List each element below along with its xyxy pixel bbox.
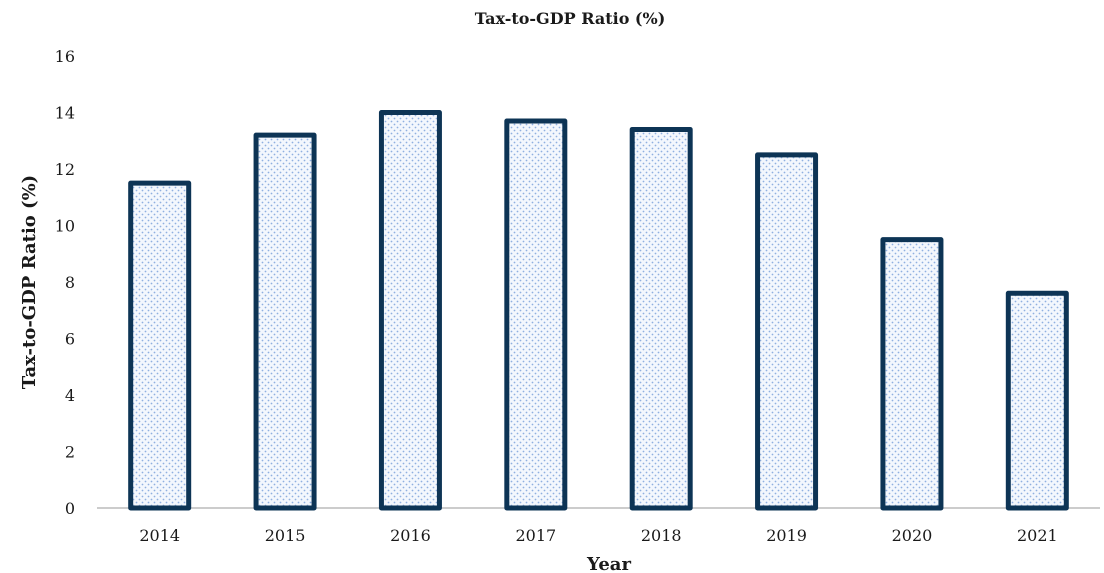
bar-2021 bbox=[1005, 290, 1069, 511]
x-tick-label: 2018 bbox=[641, 526, 682, 545]
y-tick-label: 8 bbox=[65, 273, 75, 292]
y-tick-label: 4 bbox=[65, 386, 75, 405]
chart-title: Tax-to-GDP Ratio (%) bbox=[475, 9, 666, 28]
x-tick-label: 2019 bbox=[766, 526, 807, 545]
x-axis-title: Year bbox=[586, 554, 631, 573]
x-tick-label: 2016 bbox=[390, 526, 431, 545]
bar-2016 bbox=[378, 110, 442, 511]
y-tick-label: 10 bbox=[55, 217, 75, 236]
y-tick-label: 6 bbox=[65, 330, 75, 349]
y-tick-label: 14 bbox=[55, 104, 75, 123]
x-axis-ticks: 2014 2015 2016 2017 2018 2019 2020 2021 bbox=[139, 526, 1057, 545]
x-tick-label: 2021 bbox=[1017, 526, 1058, 545]
bar-2020 bbox=[880, 237, 944, 511]
bar-2017 bbox=[504, 118, 568, 511]
y-axis-title: Tax-to-GDP Ratio (%) bbox=[19, 175, 40, 389]
bar-2014 bbox=[128, 180, 192, 511]
bar-2015 bbox=[253, 132, 317, 511]
x-tick-label: 2015 bbox=[265, 526, 306, 545]
y-tick-label: 0 bbox=[65, 499, 75, 518]
bars-group bbox=[128, 110, 1069, 511]
y-tick-label: 2 bbox=[65, 443, 75, 462]
y-tick-label: 16 bbox=[55, 47, 75, 66]
bar-2019 bbox=[755, 152, 819, 511]
x-tick-label: 2017 bbox=[515, 526, 556, 545]
x-tick-label: 2020 bbox=[892, 526, 933, 545]
x-tick-label: 2014 bbox=[139, 526, 180, 545]
y-tick-label: 12 bbox=[55, 160, 75, 179]
bar-2018 bbox=[629, 126, 693, 511]
y-axis-ticks: 0 2 4 6 8 10 12 14 16 bbox=[55, 47, 75, 518]
